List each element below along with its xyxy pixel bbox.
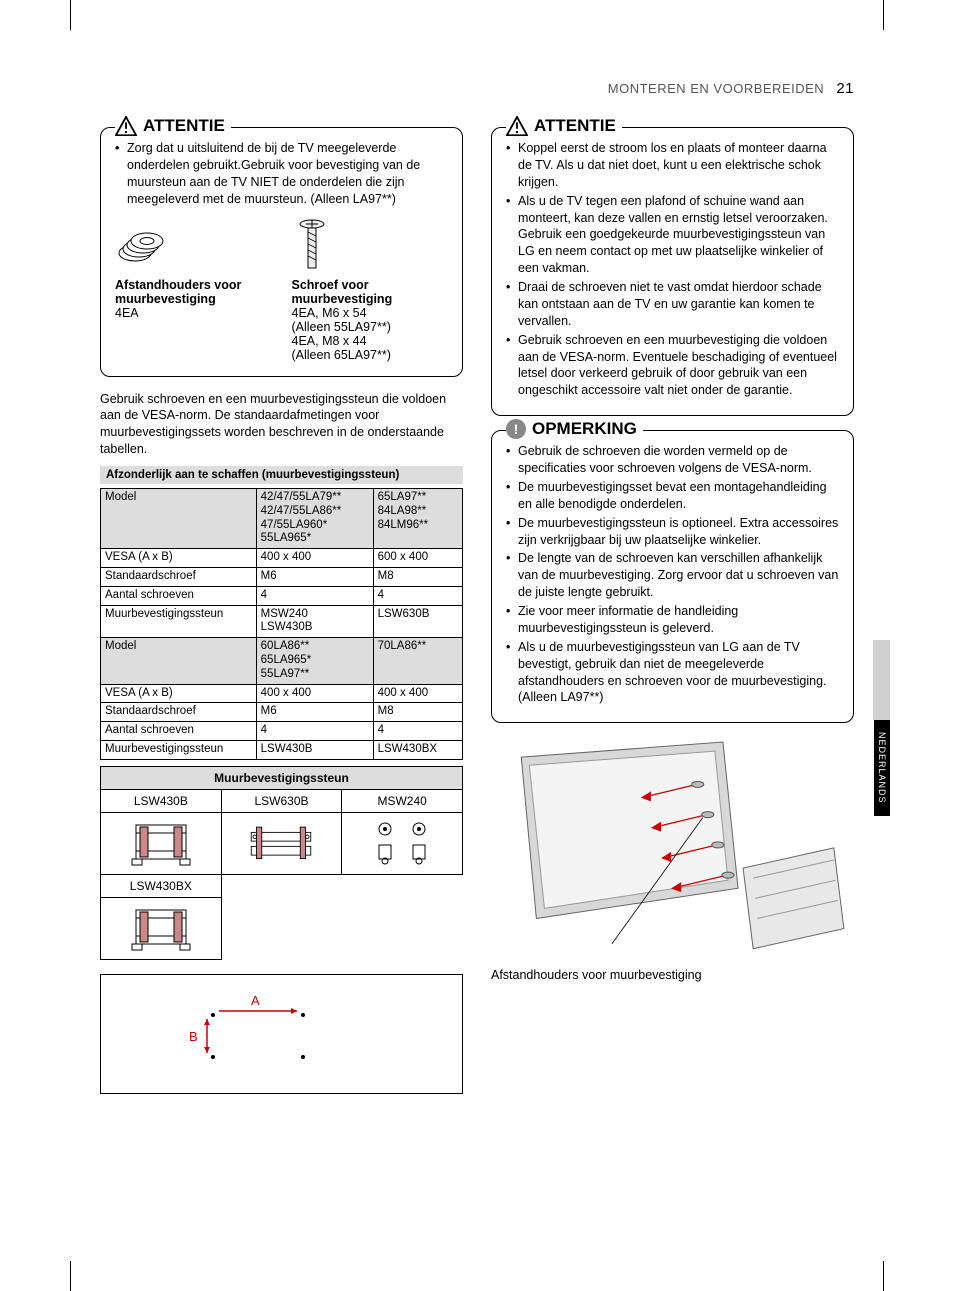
side-tab-grey: [873, 640, 890, 720]
spec-cell: M8: [373, 703, 462, 722]
spec-cell: 400 x 400: [256, 684, 373, 703]
spec-cell: Model: [101, 638, 257, 684]
attention1-item: Zorg dat u uitsluitend de bij de TV meeg…: [115, 140, 448, 208]
spec-cell: VESA (A x B): [101, 549, 257, 568]
part-spacers: Afstandhouders voor muurbevestiging 4EA: [115, 218, 272, 362]
spec-cell: LSW430BX: [373, 740, 462, 759]
bracket-img-3: [101, 897, 222, 959]
attention-title-text: ATTENTIE: [143, 116, 225, 136]
spec-cell: 4: [373, 586, 462, 605]
dim-b: B: [189, 1029, 198, 1044]
spec-cell: Aantal schroeven: [101, 722, 257, 741]
page-number: 21: [836, 80, 854, 97]
spec-cell: MSW240 LSW430B: [256, 605, 373, 638]
spec-cell: 65LA97** 84LA98** 84LM96**: [373, 489, 462, 549]
part2-l2: (Alleen 55LA97**): [292, 320, 449, 334]
attention-box-2: ATTENTIE Koppel eerst de stroom los en p…: [491, 127, 854, 416]
spec-cell: Model: [101, 489, 257, 549]
part1-label: Afstandhouders voor muurbevestiging: [115, 278, 272, 306]
part2-l1: 4EA, M6 x 54: [292, 306, 449, 320]
bracket-col-1: LSW630B: [221, 789, 342, 812]
spec-cell: VESA (A x B): [101, 684, 257, 703]
spec-cell: LSW430B: [256, 740, 373, 759]
bracket-img-0: [101, 812, 222, 874]
dim-a: A: [251, 993, 260, 1008]
part-screw: Schroef voor muurbevestiging 4EA, M6 x 5…: [292, 218, 449, 362]
warning-icon: [506, 116, 528, 136]
spec-cell: M8: [373, 567, 462, 586]
note-item: De lengte van de schroeven kan verschill…: [506, 550, 839, 601]
note-icon: !: [506, 419, 526, 439]
bracket-img-2: [342, 812, 463, 874]
side-tab-language: NEDERLANDS: [874, 720, 890, 816]
bracket-table: Muurbevestigingssteun LSW430B LSW630B MS…: [100, 766, 463, 960]
mount-caption: Afstandhouders voor muurbevestiging: [491, 968, 854, 982]
note-item: Zie voor meer informatie de handleiding …: [506, 603, 839, 637]
note-item: Als u de muurbevestigingssteun van LG aa…: [506, 639, 839, 707]
spec-cell: Muurbevestigingssteun: [101, 605, 257, 638]
spec-cell: M6: [256, 567, 373, 586]
spec-cell: 60LA86** 65LA965* 55LA97**: [256, 638, 373, 684]
spec-cell: 400 x 400: [256, 549, 373, 568]
warning-icon: [115, 116, 137, 136]
ab-diagram: A B: [100, 974, 463, 1094]
attention-box-1: ATTENTIE Zorg dat u uitsluitend de bij d…: [100, 127, 463, 377]
bracket-col-0: LSW430B: [101, 789, 222, 812]
note-item: De muurbevestigingssteun is optioneel. E…: [506, 515, 839, 549]
spec-cell: 4: [373, 722, 462, 741]
spec-cell: LSW630B: [373, 605, 462, 638]
bracket-row2-0: LSW430BX: [101, 874, 222, 897]
page-header: MONTEREN EN VOORBEREIDEN 21: [100, 80, 854, 97]
spec-cell: Aantal schroeven: [101, 586, 257, 605]
bracket-table-title: Muurbevestigingssteun: [101, 766, 463, 789]
attention2-title-text: ATTENTIE: [534, 116, 616, 136]
part2-l3: 4EA, M8 x 44: [292, 334, 449, 348]
note-title-text: OPMERKING: [532, 419, 637, 439]
spec-cell: M6: [256, 703, 373, 722]
part2-label: Schroef voor muurbevestiging: [292, 278, 449, 306]
spec-cell: 400 x 400: [373, 684, 462, 703]
section-title: MONTEREN EN VOORBEREIDEN: [608, 81, 824, 96]
spacer-icon: [115, 218, 272, 274]
spec-cell: 42/47/55LA79** 42/47/55LA86** 47/55LA960…: [256, 489, 373, 549]
spec-cell: Standaardschroef: [101, 567, 257, 586]
attention-title-2: ATTENTIE: [506, 116, 622, 136]
spec-cell: 4: [256, 722, 373, 741]
intro-para: Gebruik schroeven en een muurbevestiging…: [100, 391, 463, 459]
spec-cell: Muurbevestigingssteun: [101, 740, 257, 759]
part1-qty: 4EA: [115, 306, 272, 320]
screw-icon: [292, 218, 449, 274]
bracket-col-2: MSW240: [342, 789, 463, 812]
bracket-img-1: [221, 812, 342, 874]
spec-table: Model42/47/55LA79** 42/47/55LA86** 47/55…: [100, 488, 463, 760]
separately-purchased-bar: Afzonderlijk aan te schaffen (muurbevest…: [100, 466, 463, 484]
attention2-item: Draai de schroeven niet te vast omdat hi…: [506, 279, 839, 330]
mount-diagram: Afstandhouders voor muurbevestiging: [491, 737, 854, 982]
attention2-item: Gebruik schroeven en een muurbevestiging…: [506, 332, 839, 400]
spec-cell: Standaardschroef: [101, 703, 257, 722]
attention2-item: Als u de TV tegen een plafond of schuine…: [506, 193, 839, 277]
note-title: ! OPMERKING: [506, 419, 643, 439]
spec-cell: 70LA86**: [373, 638, 462, 684]
note-box: ! OPMERKING Gebruik de schroeven die wor…: [491, 430, 854, 723]
attention-title-1: ATTENTIE: [115, 116, 231, 136]
note-item: De muurbevestigingsset bevat een montage…: [506, 479, 839, 513]
spec-cell: 600 x 400: [373, 549, 462, 568]
note-item: Gebruik de schroeven die worden vermeld …: [506, 443, 839, 477]
attention2-item: Koppel eerst de stroom los en plaats of …: [506, 140, 839, 191]
spec-cell: 4: [256, 586, 373, 605]
part2-l4: (Alleen 65LA97**): [292, 348, 449, 362]
